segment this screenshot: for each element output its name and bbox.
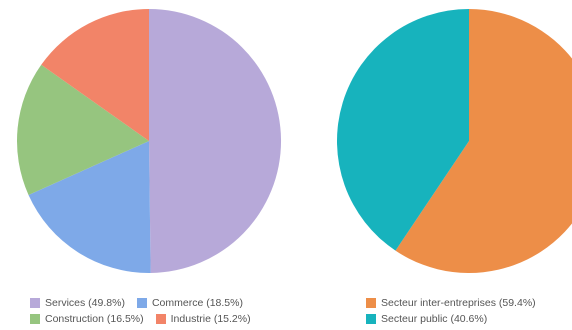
- legend-item-inter-entreprises[interactable]: Secteur inter-entreprises (59.4%): [366, 295, 536, 311]
- legend-item-industrie[interactable]: Industrie (15.2%): [155, 311, 251, 327]
- pie-chart-activity: [16, 8, 282, 274]
- pie-slice-0-3[interactable]: [41, 9, 149, 141]
- legend-label: Industrie (15.2%): [170, 313, 251, 325]
- legend-sector: Secteur inter-entreprises (59.4%) Secteu…: [366, 295, 548, 327]
- legend-swatch: [366, 314, 376, 324]
- legend-activity: Services (49.8%) Commerce (18.5%) Constr…: [30, 295, 263, 327]
- legend-swatch: [136, 298, 147, 308]
- pie-slice-0-1[interactable]: [28, 141, 151, 274]
- legend-item-secteur-public[interactable]: Secteur public (40.6%): [366, 311, 487, 327]
- legend-item-commerce[interactable]: Commerce (18.5%): [136, 295, 243, 311]
- legend-label: Secteur public (40.6%): [381, 313, 488, 325]
- pie-slice-1-0[interactable]: [395, 9, 572, 273]
- legend-label: Services (49.8%): [45, 297, 125, 309]
- legend-swatch: [30, 314, 40, 324]
- pie-slice-0-2[interactable]: [16, 64, 150, 195]
- pie-chart-sector: [336, 9, 572, 273]
- legend-swatch: [155, 314, 166, 324]
- legend-label: Commerce (18.5%): [151, 297, 243, 309]
- legend-item-construction[interactable]: Construction (16.5%): [30, 311, 144, 327]
- legend-swatch: [30, 298, 40, 308]
- legend-swatch: [366, 298, 376, 308]
- legend-label: Secteur inter-entreprises (59.4%): [381, 297, 536, 309]
- legend-item-services[interactable]: Services (49.8%): [30, 295, 125, 311]
- legend-label: Construction (16.5%): [45, 313, 144, 325]
- pie-slice-1-1[interactable]: [336, 9, 469, 251]
- pie-slice-0-0[interactable]: [149, 8, 282, 273]
